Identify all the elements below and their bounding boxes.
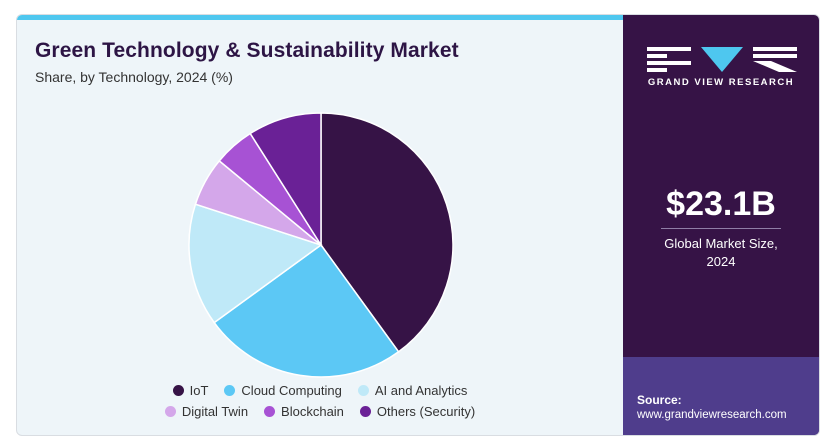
source-box: Source: www.grandviewresearch.com xyxy=(623,357,819,435)
legend-item: IoT xyxy=(172,383,209,398)
legend-label: Digital Twin xyxy=(181,404,249,419)
pie-slice-others-security xyxy=(249,112,322,248)
pie-slice-ai-and-analytics xyxy=(188,203,323,324)
legend-row: Digital Twin Blockchain Others (Security) xyxy=(17,404,623,419)
pie-slice-iot xyxy=(320,112,454,353)
source-url[interactable]: www.grandviewresearch.com xyxy=(637,409,787,421)
chart-legend: IoT Cloud Computing AI and Analytics Digita… xyxy=(17,383,623,425)
legend-label: IoT xyxy=(189,383,209,398)
legend-swatch-icon xyxy=(264,406,276,417)
pie-slice-cloud-computing xyxy=(213,243,400,378)
chart-card: Green Technology & Sustainability Market… xyxy=(16,14,820,436)
legend-swatch-icon xyxy=(164,406,176,417)
legend-label: Others (Security) xyxy=(376,404,476,419)
legend-label: AI and Analytics xyxy=(374,383,468,398)
legend-swatch-icon xyxy=(172,385,184,396)
legend-label: Cloud Computing xyxy=(241,383,342,398)
legend-swatch-icon xyxy=(224,385,236,396)
chart-title: Green Technology & Sustainability Market xyxy=(35,39,459,62)
market-size-label: Global Market Size, 2024 xyxy=(623,235,819,271)
info-sidebar: GRAND VIEW RESEARCH $23.1B Global Market… xyxy=(623,15,819,435)
market-size-label-line2: 2024 xyxy=(706,254,736,269)
brand-logo-icon xyxy=(647,47,797,72)
chart-panel: Green Technology & Sustainability Market… xyxy=(17,15,623,435)
legend-label: Blockchain xyxy=(281,404,344,419)
legend-item: Blockchain xyxy=(264,404,344,419)
brand-name: GRAND VIEW RESEARCH xyxy=(647,77,795,88)
legend-swatch-icon xyxy=(357,385,369,396)
chart-subtitle: Share, by Technology, 2024 (%) xyxy=(35,69,233,85)
divider xyxy=(661,228,781,229)
legend-row: IoT Cloud Computing AI and Analytics xyxy=(17,383,623,398)
legend-item: Others (Security) xyxy=(359,404,476,419)
source-label: Source: xyxy=(637,393,682,407)
accent-bar xyxy=(17,15,623,20)
pie-chart xyxy=(188,112,454,378)
legend-item: AI and Analytics xyxy=(357,383,468,398)
market-size-label-line1: Global Market Size, xyxy=(664,236,778,251)
market-size-value: $23.1B xyxy=(666,185,776,223)
legend-item: Digital Twin xyxy=(164,404,249,419)
legend-item: Cloud Computing xyxy=(224,383,342,398)
legend-swatch-icon xyxy=(359,406,371,417)
